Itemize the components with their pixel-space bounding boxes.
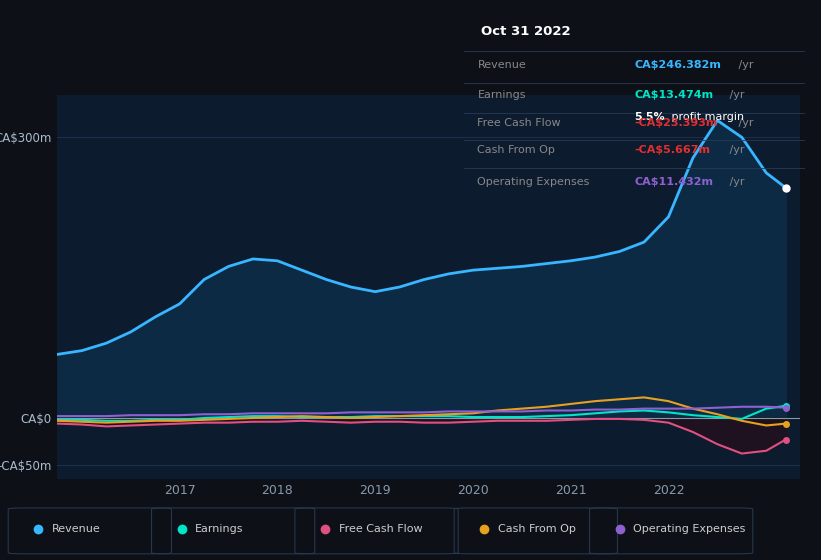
Text: /yr: /yr	[727, 90, 745, 100]
Text: -CA$23.393m: -CA$23.393m	[635, 118, 718, 128]
Text: Operating Expenses: Operating Expenses	[478, 177, 589, 187]
Text: profit margin: profit margin	[668, 111, 745, 122]
Text: /yr: /yr	[727, 146, 745, 155]
Text: Oct 31 2022: Oct 31 2022	[481, 25, 571, 38]
Text: /yr: /yr	[727, 177, 745, 187]
Text: CA$246.382m: CA$246.382m	[635, 60, 721, 70]
Text: Cash From Op: Cash From Op	[478, 146, 555, 155]
Text: Operating Expenses: Operating Expenses	[633, 524, 745, 534]
Text: /yr: /yr	[736, 118, 754, 128]
Text: Free Cash Flow: Free Cash Flow	[478, 118, 561, 128]
Text: Free Cash Flow: Free Cash Flow	[339, 524, 422, 534]
Text: Earnings: Earnings	[195, 524, 244, 534]
Text: Cash From Op: Cash From Op	[498, 524, 576, 534]
Text: 5.5%: 5.5%	[635, 111, 665, 122]
Text: Earnings: Earnings	[478, 90, 526, 100]
Text: -CA$5.667m: -CA$5.667m	[635, 146, 710, 155]
Text: Revenue: Revenue	[52, 524, 101, 534]
Text: CA$11.432m: CA$11.432m	[635, 177, 713, 187]
Text: Revenue: Revenue	[478, 60, 526, 70]
Text: CA$13.474m: CA$13.474m	[635, 90, 713, 100]
Text: /yr: /yr	[736, 60, 754, 70]
